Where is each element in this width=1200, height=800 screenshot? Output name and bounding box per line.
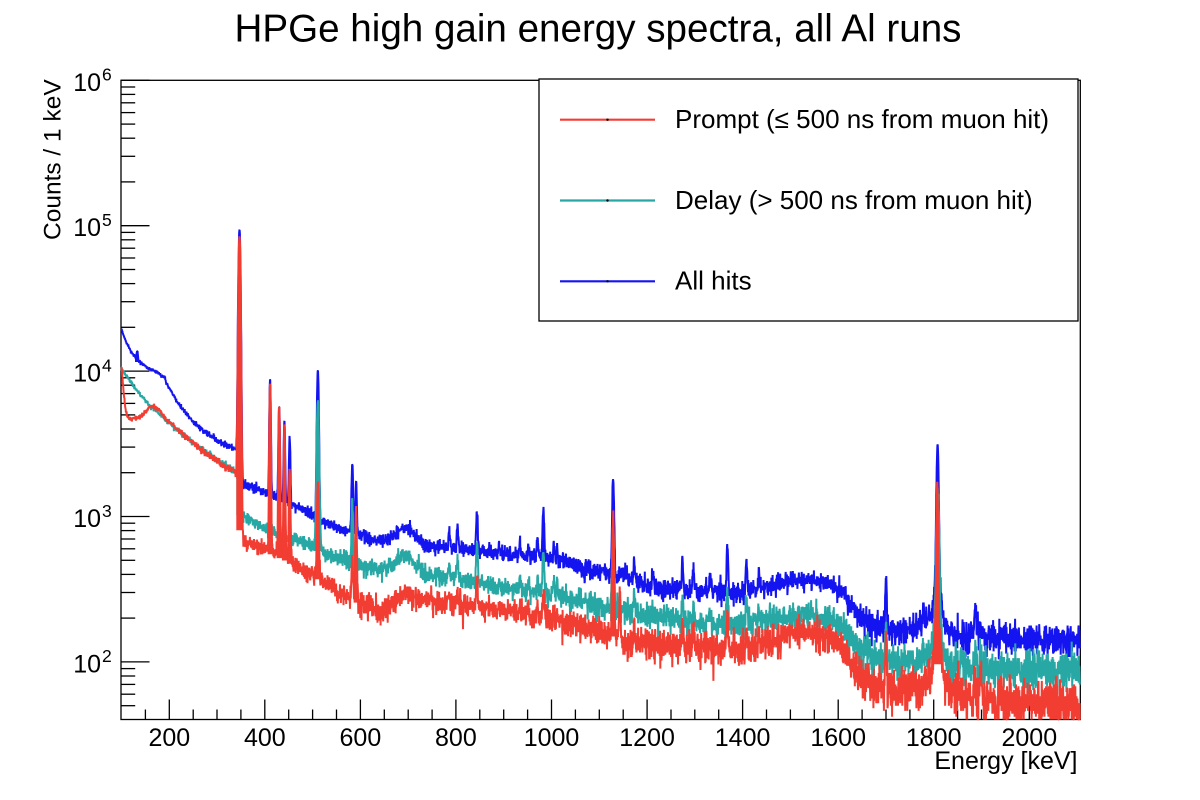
svg-text:1200: 1200 [619,724,675,752]
svg-text:10: 10 [73,505,101,533]
svg-text:Delay (> 500 ns from muon hit): Delay (> 500 ns from muon hit) [675,185,1033,215]
svg-text:1600: 1600 [810,724,866,752]
svg-text:All hits: All hits [675,266,752,296]
svg-text:200: 200 [148,724,190,752]
svg-text:1000: 1000 [524,724,580,752]
svg-text:3: 3 [102,501,112,521]
svg-text:2000: 2000 [1001,724,1057,752]
svg-text:HPGe high gain energy spectra,: HPGe high gain energy spectra, all Al ru… [235,7,962,50]
svg-text:6: 6 [102,65,112,85]
svg-text:10: 10 [73,214,101,242]
svg-text:5: 5 [102,210,112,230]
svg-text:Energy [keV]: Energy [keV] [934,747,1077,775]
svg-text:400: 400 [244,724,286,752]
svg-text:1400: 1400 [715,724,771,752]
svg-text:4: 4 [102,355,112,375]
svg-text:1800: 1800 [906,724,962,752]
svg-text:Prompt (≤ 500 ns from muon hit: Prompt (≤ 500 ns from muon hit) [675,104,1049,134]
svg-text:10: 10 [73,360,101,388]
svg-text:800: 800 [435,724,477,752]
svg-text:Counts / 1 keV: Counts / 1 keV [40,79,67,240]
svg-text:10: 10 [73,69,101,97]
svg-text:2: 2 [102,646,112,666]
svg-text:600: 600 [340,724,382,752]
svg-text:10: 10 [73,650,101,678]
